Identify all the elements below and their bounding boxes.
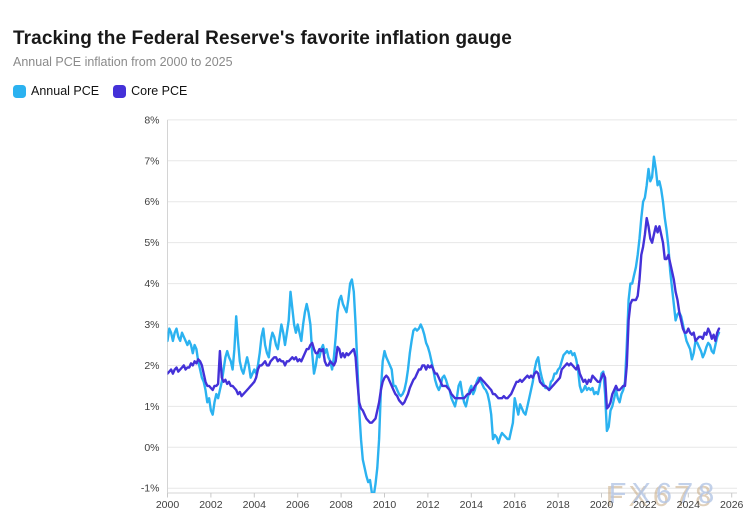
legend-label-annual-pce: Annual PCE [31, 84, 100, 98]
x-tick-label: 2016 [503, 499, 527, 511]
svg-text:FX678: FX678 [609, 478, 719, 510]
y-tick-label: 3% [144, 319, 159, 331]
chart-legend: Annual PCE Core PCE [13, 84, 713, 98]
y-tick-label: 2% [144, 360, 159, 372]
x-tick-label: 2026 [720, 499, 744, 511]
x-tick-label: 2002 [199, 499, 223, 511]
y-tick-label: 0% [144, 442, 159, 454]
x-tick-label: 2012 [416, 499, 440, 511]
y-tick-label: 8% [144, 114, 159, 126]
x-tick-label: 2020 [590, 499, 614, 511]
y-tick-label: 4% [144, 278, 159, 290]
y-tick-label: 6% [144, 196, 159, 208]
x-tick-label: 2008 [329, 499, 353, 511]
svg-text:FX678: FX678 [606, 481, 716, 513]
x-tick-label: 2014 [460, 499, 484, 511]
chart-header: Tracking the Federal Reserve's favorite … [13, 28, 713, 98]
x-tick-label: 2024 [677, 499, 701, 511]
x-tick-label: 2000 [156, 499, 180, 511]
y-tick-label: 5% [144, 237, 159, 249]
x-tick-label: 2004 [243, 499, 267, 511]
legend-swatch-core-pce [113, 84, 127, 98]
legend-swatch-annual-pce [13, 84, 26, 98]
page-subtitle: Annual PCE inflation from 2000 to 2025 [13, 55, 233, 69]
x-tick-label: 2006 [286, 499, 310, 511]
legend-item-core-pce[interactable]: Core PCE [113, 84, 187, 98]
series-line-core-pce [167, 216, 721, 424]
legend-label-core-pce: Core PCE [131, 84, 188, 98]
axis-labels: 8% 7% 6% 5% 4% 3% 2% 1% 0% -1% 2000 2002 2004 2006 200… [141, 114, 744, 511]
x-tick-label: 2010 [373, 499, 397, 511]
y-tick-label: -1% [141, 483, 160, 495]
x-tick-label: 2022 [633, 499, 657, 511]
legend-item-annual-pce[interactable]: Annual PCE [13, 84, 99, 98]
y-tick-label: 7% [144, 155, 159, 167]
series-line-annual-pce [167, 155, 721, 493]
x-tick-label: 2018 [546, 499, 570, 511]
x-axis-ticks [167, 493, 733, 498]
page-title: Tracking the Federal Reserve's favorite … [13, 28, 512, 49]
y-tick-label: 1% [144, 401, 159, 413]
